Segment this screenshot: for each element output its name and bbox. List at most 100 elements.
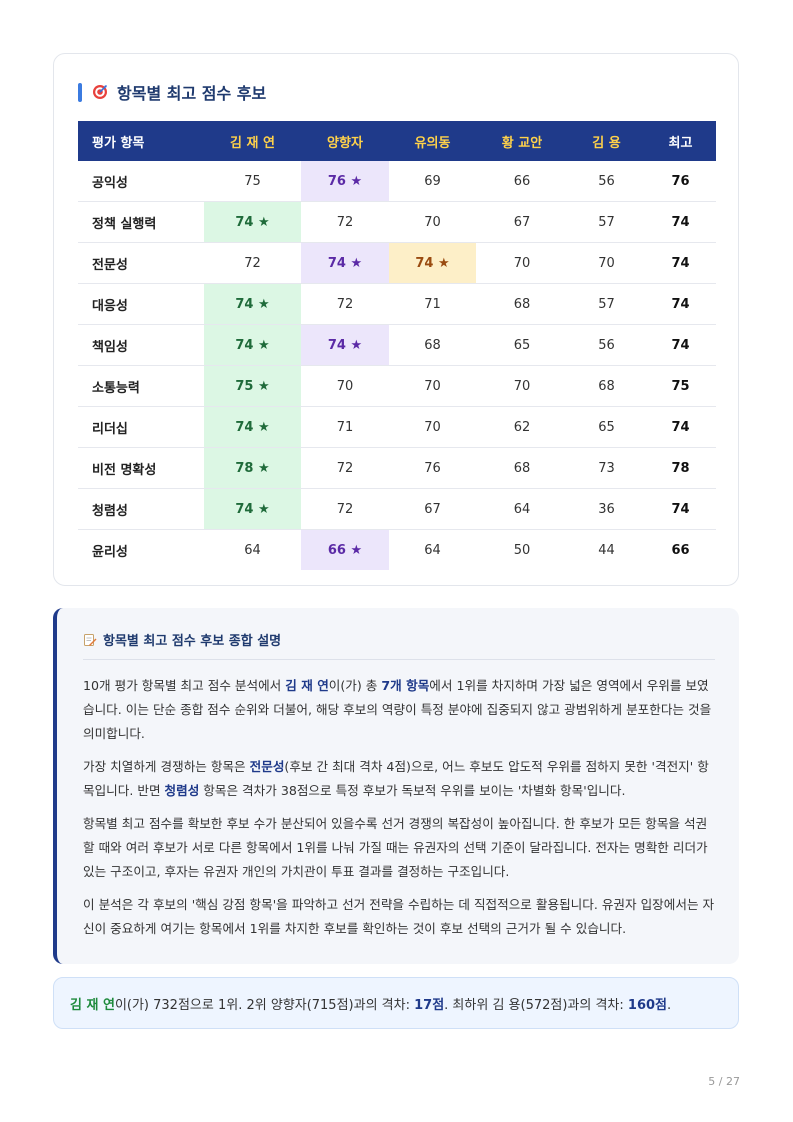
score-cell: 62 bbox=[476, 406, 568, 448]
explanation-panel: 항목별 최고 점수 후보 종합 설명 10개 평가 항목별 최고 점수 분석에서… bbox=[53, 608, 739, 964]
p2-differentiated-item: 청렴성 bbox=[164, 783, 200, 798]
item-label: 공익성 bbox=[78, 161, 204, 202]
table-row: 소통능력 75 ★ 70 70 70 68 75 bbox=[78, 365, 716, 407]
item-label: 소통능력 bbox=[78, 365, 204, 407]
max-score-cell: 66 bbox=[671, 542, 690, 558]
summary-box: 김 재 연이(가) 732점으로 1위. 2위 양향자(715점)과의 격차: … bbox=[53, 977, 739, 1029]
column-header: 양향자 bbox=[301, 121, 389, 161]
score-cell: 66 bbox=[476, 161, 568, 202]
top-candidates-card: 항목별 최고 점수 후보 평가 항목 김 재 연 양향자 유의동 황 교안 김 용 최고 공… bbox=[53, 53, 739, 586]
table-row: 공익성 75 76 ★ 69 66 56 76 bbox=[78, 161, 716, 202]
item-label: 청렴성 bbox=[78, 488, 204, 530]
max-score-cell: 78 bbox=[645, 447, 716, 489]
score-cell: 68 bbox=[568, 365, 645, 407]
explanation-body: 10개 평가 항목별 최고 점수 분석에서 김 재 연이(가) 총 7개 항목에… bbox=[83, 674, 717, 950]
score-cell: 57 bbox=[568, 283, 645, 325]
target-icon bbox=[93, 85, 107, 99]
title-accent-bar bbox=[78, 82, 82, 102]
item-label: 전문성 bbox=[78, 242, 204, 284]
summary-text-1: 이(가) 732점으로 1위. 2위 양향자(715점)과의 격차: bbox=[114, 997, 415, 1013]
score-cell: 75 bbox=[204, 161, 301, 202]
score-cell: 74 ★ bbox=[301, 324, 389, 366]
score-cell: 72 bbox=[301, 447, 389, 489]
p2-contested-item: 전문성 bbox=[249, 759, 285, 774]
summary-leader-name: 김 재 연 bbox=[70, 997, 115, 1013]
table-row: 책임성 74 ★ 74 ★ 68 65 56 74 bbox=[78, 324, 716, 366]
max-score-cell: 74 bbox=[645, 488, 716, 530]
table-row: 비전 명확성 78 ★ 72 76 68 73 78 bbox=[78, 447, 716, 489]
p1-text-e: 에서 1위를 차지하며 가장 넓은 영역에서 우위를 보였습니다. 이는 단순 … bbox=[83, 678, 712, 741]
score-cell: 67 bbox=[389, 488, 476, 530]
summary-text-2: . 최하위 김 용(572점)과의 격차: bbox=[444, 997, 628, 1013]
score-cell: 76 bbox=[389, 447, 476, 489]
score-cell: 72 bbox=[301, 283, 389, 325]
table-row: 청렴성 74 ★ 72 67 64 36 74 bbox=[78, 488, 716, 530]
item-label: 책임성 bbox=[78, 324, 204, 366]
item-label: 대응성 bbox=[78, 283, 204, 325]
score-cell: 71 bbox=[301, 406, 389, 448]
paragraph-4: 이 분석은 각 후보의 '핵심 강점 항목'을 파악하고 선거 전략을 수립하는… bbox=[83, 897, 715, 936]
score-cell: 70 bbox=[568, 242, 645, 284]
p1-item-count: 7개 항목 bbox=[381, 678, 430, 693]
max-score-cell: 74 bbox=[645, 406, 716, 448]
score-cell: 74 ★ bbox=[301, 242, 389, 284]
paragraph-2: 가장 치열하게 경쟁하는 항목은 전문성(후보 간 최대 격차 4점)으로, 어… bbox=[83, 755, 717, 803]
score-cell: 78 ★ bbox=[204, 447, 301, 489]
score-cell: 66 ★ bbox=[301, 529, 389, 570]
score-cell: 70 bbox=[389, 365, 476, 407]
table-row: 정책 실행력 74 ★ 72 70 67 57 74 bbox=[78, 201, 716, 243]
max-score-cell: 74 bbox=[645, 242, 716, 284]
score-cell: 65 bbox=[476, 324, 568, 366]
item-label: 윤리성 bbox=[92, 544, 128, 560]
memo-icon bbox=[84, 633, 97, 646]
score-cell: 75 ★ bbox=[204, 365, 301, 407]
score-cell: 72 bbox=[204, 242, 301, 284]
p1-text-c: 이(가) 총 bbox=[328, 678, 382, 693]
score-cell: 64 bbox=[244, 542, 261, 558]
table-row: 리더십 74 ★ 71 70 62 65 74 bbox=[78, 406, 716, 448]
column-header: 최고 bbox=[645, 121, 716, 161]
max-score-cell: 74 bbox=[645, 283, 716, 325]
column-header: 평가 항목 bbox=[78, 121, 204, 161]
table-body: 공익성 75 76 ★ 69 66 56 76 정책 실행력 74 ★ 72 70 67 57 74 전문성… bbox=[78, 161, 716, 570]
p2-text-a: 가장 치열하게 경쟁하는 항목은 bbox=[83, 759, 250, 774]
p1-top-candidate: 김 재 연 bbox=[285, 678, 329, 693]
summary-text-3: . bbox=[667, 997, 672, 1013]
score-cell: 72 bbox=[301, 488, 389, 530]
score-cell: 74 ★ bbox=[204, 324, 301, 366]
item-label: 정책 실행력 bbox=[78, 201, 204, 243]
p1-text-a: 10개 평가 항목별 최고 점수 분석에서 bbox=[83, 678, 286, 693]
score-cell: 74 ★ bbox=[204, 283, 301, 325]
score-cell: 67 bbox=[476, 201, 568, 243]
score-cell: 72 bbox=[301, 201, 389, 243]
table-row: 대응성 74 ★ 72 71 68 57 74 bbox=[78, 283, 716, 325]
score-cell: 68 bbox=[476, 283, 568, 325]
score-table: 평가 항목 김 재 연 양향자 유의동 황 교안 김 용 최고 공익성 75 76 ★ 69 66 5… bbox=[78, 121, 716, 570]
column-header: 김 재 연 bbox=[204, 121, 301, 161]
item-label: 리더십 bbox=[78, 406, 204, 448]
explanation-title-text: 항목별 최고 점수 후보 종합 설명 bbox=[103, 634, 282, 649]
score-cell: 56 bbox=[568, 324, 645, 366]
divider bbox=[83, 659, 715, 660]
paragraph-1: 10개 평가 항목별 최고 점수 분석에서 김 재 연이(가) 총 7개 항목에… bbox=[83, 674, 717, 746]
summary-gap-last: 160점 bbox=[627, 997, 668, 1013]
score-cell: 44 bbox=[598, 542, 615, 558]
score-cell: 70 bbox=[301, 365, 389, 407]
score-cell: 65 bbox=[568, 406, 645, 448]
score-cell: 74 ★ bbox=[389, 242, 476, 284]
score-cell: 68 bbox=[389, 324, 476, 366]
section-title-text: 항목별 최고 점수 후보 bbox=[117, 84, 267, 103]
explanation-title: 항목별 최고 점수 후보 종합 설명 bbox=[83, 630, 281, 649]
table-header-row: 평가 항목 김 재 연 양향자 유의동 황 교안 김 용 최고 bbox=[78, 121, 716, 161]
score-cell: 64 bbox=[424, 542, 441, 558]
score-cell: 56 bbox=[568, 161, 645, 202]
score-cell: 70 bbox=[476, 365, 568, 407]
max-score-cell: 74 bbox=[645, 201, 716, 243]
score-cell: 74 ★ bbox=[204, 406, 301, 448]
score-cell: 36 bbox=[568, 488, 645, 530]
p2-text-c: (후보 간 최대 격차 4점)으로, 어느 후보도 압도적 우위를 점하지 못한… bbox=[83, 759, 709, 798]
score-cell: 71 bbox=[389, 283, 476, 325]
max-score-cell: 76 bbox=[645, 161, 716, 202]
score-cell: 70 bbox=[389, 201, 476, 243]
score-cell: 69 bbox=[389, 161, 476, 202]
